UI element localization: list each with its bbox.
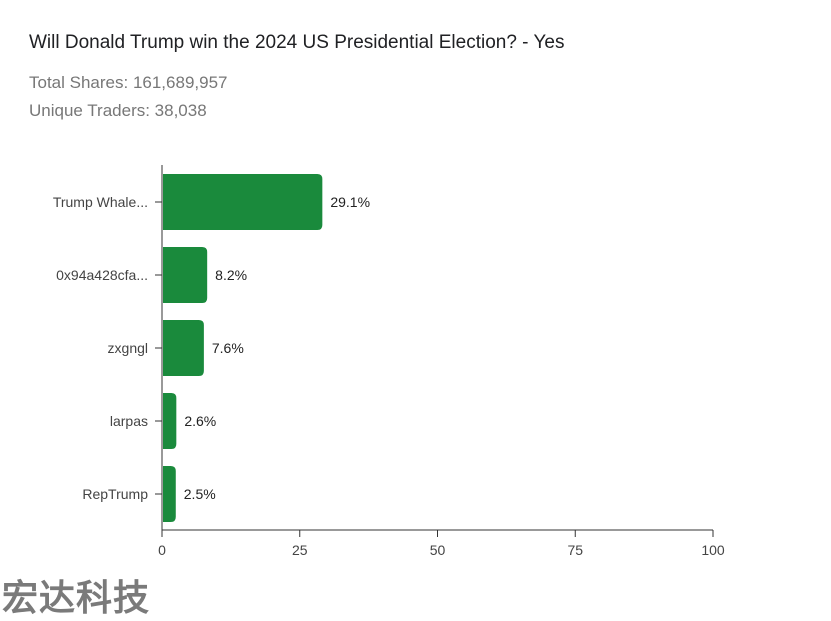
chart-title: Will Donald Trump win the 2024 US Presid…	[29, 32, 565, 53]
category-label: larpas	[110, 413, 148, 429]
value-label: 29.1%	[330, 194, 370, 210]
bar[interactable]	[163, 174, 323, 230]
x-tick-label: 25	[292, 542, 308, 558]
x-tick-label: 50	[430, 542, 446, 558]
unique-traders: Unique Traders: 38,038	[29, 101, 207, 120]
watermark-text: 宏达科技	[2, 578, 151, 619]
category-label: Trump Whale...	[53, 194, 148, 210]
category-label: zxgngl	[108, 340, 148, 356]
bar[interactable]	[163, 247, 208, 303]
x-tick-label: 0	[158, 542, 166, 558]
value-label: 2.6%	[184, 413, 216, 429]
total-shares: Total Shares: 161,689,957	[29, 73, 228, 92]
category-label: 0x94a428cfa...	[56, 267, 148, 283]
bar[interactable]	[163, 320, 204, 376]
x-tick-label: 100	[701, 542, 725, 558]
value-label: 8.2%	[215, 267, 247, 283]
x-tick-label: 75	[567, 542, 583, 558]
bar[interactable]	[163, 466, 176, 522]
value-label: 2.5%	[184, 486, 216, 502]
value-label: 7.6%	[212, 340, 244, 356]
category-label: RepTrump	[82, 486, 148, 502]
bar[interactable]	[163, 393, 177, 449]
